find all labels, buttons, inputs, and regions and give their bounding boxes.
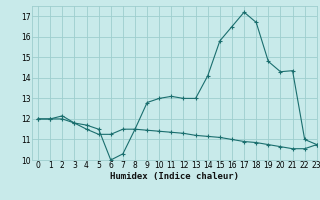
X-axis label: Humidex (Indice chaleur): Humidex (Indice chaleur): [110, 172, 239, 181]
